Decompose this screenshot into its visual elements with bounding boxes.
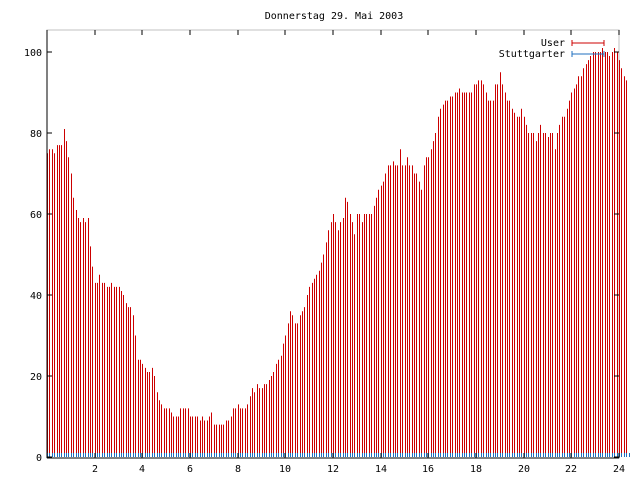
series-stuttgarter bbox=[47, 452, 630, 457]
y-tick-label: 0 bbox=[36, 453, 42, 464]
x-tick-label: 6 bbox=[187, 464, 193, 475]
x-tick-label: 20 bbox=[518, 464, 530, 475]
legend-user-label: User bbox=[541, 38, 565, 49]
y-tick-label: 20 bbox=[30, 372, 42, 383]
x-tick-label: 2 bbox=[92, 464, 98, 475]
legend-stuttgarter-label: Stuttgarter bbox=[499, 49, 565, 60]
x-tick-label: 8 bbox=[235, 464, 241, 475]
x-tick-label: 14 bbox=[375, 464, 387, 475]
y-tick-label: 80 bbox=[30, 129, 42, 140]
x-tick-label: 16 bbox=[422, 464, 434, 475]
series-user bbox=[47, 47, 627, 457]
legend: User Stuttgarter bbox=[499, 38, 605, 60]
x-tick-label: 18 bbox=[470, 464, 482, 475]
x-tick-label: 12 bbox=[327, 464, 339, 475]
x-tick-label: 24 bbox=[613, 464, 625, 475]
x-tick-label: 10 bbox=[279, 464, 291, 475]
y-tick-label: 60 bbox=[30, 210, 42, 221]
x-tick-label: 4 bbox=[139, 464, 145, 475]
y-tick-label: 100 bbox=[24, 48, 42, 59]
chart-title: Donnerstag 29. Mai 2003 bbox=[265, 11, 403, 22]
y-tick-label: 40 bbox=[30, 291, 42, 302]
x-tick-label: 22 bbox=[565, 464, 577, 475]
